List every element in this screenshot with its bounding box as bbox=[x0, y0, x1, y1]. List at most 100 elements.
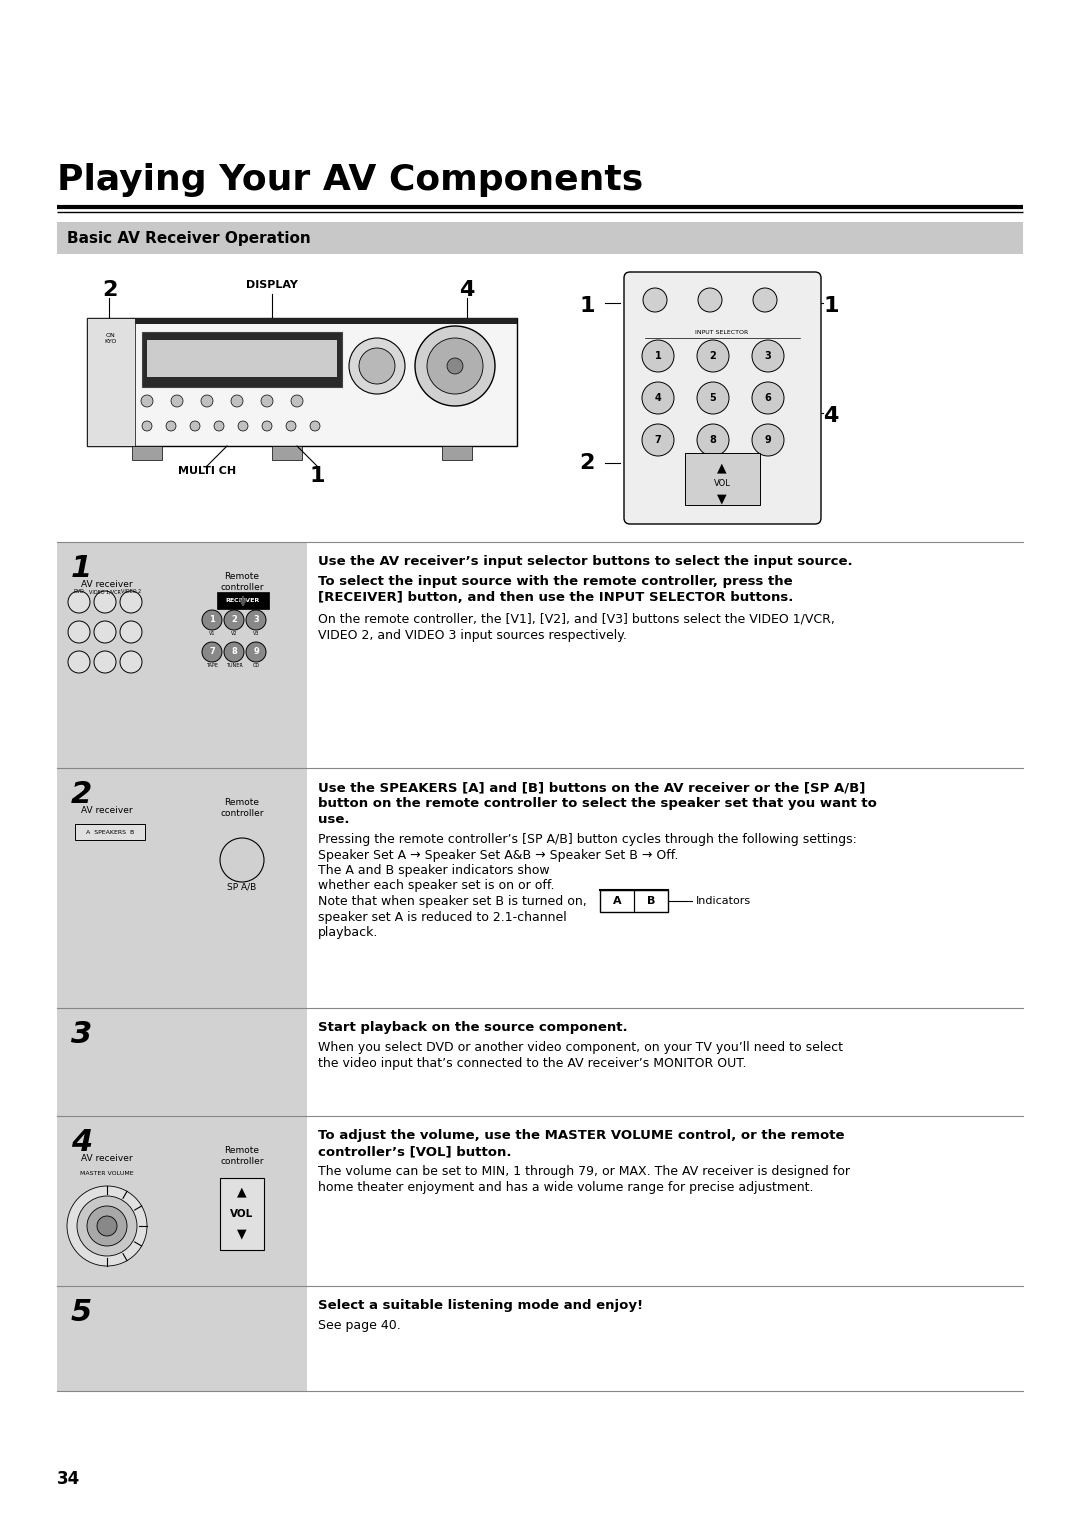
Text: 5: 5 bbox=[71, 1297, 92, 1326]
Text: the video input that’s connected to the AV receiver’s MONITOR OUT.: the video input that’s connected to the … bbox=[318, 1056, 746, 1070]
Text: RECEIVER: RECEIVER bbox=[226, 597, 260, 602]
Text: VIDEO 1/VCR: VIDEO 1/VCR bbox=[89, 588, 121, 594]
Text: Note that when speaker set B is turned on,: Note that when speaker set B is turned o… bbox=[318, 895, 586, 908]
Circle shape bbox=[752, 341, 784, 371]
Circle shape bbox=[202, 610, 222, 630]
Circle shape bbox=[642, 382, 674, 414]
Text: On the remote controller, the [V1], [V2], and [V3] buttons select the VIDEO 1/VC: On the remote controller, the [V1], [V2]… bbox=[318, 613, 835, 626]
Bar bbox=[217, 591, 269, 610]
Circle shape bbox=[752, 423, 784, 455]
Text: Remote
controller: Remote controller bbox=[220, 1146, 264, 1166]
Circle shape bbox=[291, 396, 303, 406]
Text: A  SPEAKERS  B: A SPEAKERS B bbox=[86, 830, 134, 834]
Circle shape bbox=[141, 396, 153, 406]
Text: use.: use. bbox=[318, 813, 350, 827]
Circle shape bbox=[190, 422, 200, 431]
Circle shape bbox=[238, 422, 248, 431]
Circle shape bbox=[68, 620, 90, 643]
Text: 2: 2 bbox=[102, 280, 118, 299]
Text: Use the SPEAKERS [A] and [B] buttons on the AV receiver or the [SP A/B]: Use the SPEAKERS [A] and [B] buttons on … bbox=[318, 781, 865, 795]
Text: 2: 2 bbox=[71, 779, 92, 808]
Text: TAPE: TAPE bbox=[206, 663, 218, 668]
Text: 3: 3 bbox=[765, 351, 771, 361]
Circle shape bbox=[201, 396, 213, 406]
Text: VOL: VOL bbox=[230, 1209, 254, 1219]
Text: ▲: ▲ bbox=[717, 461, 727, 475]
Text: Basic AV Receiver Operation: Basic AV Receiver Operation bbox=[67, 231, 311, 246]
Bar bbox=[57, 1287, 307, 1390]
Text: A: A bbox=[612, 895, 621, 906]
Text: 1: 1 bbox=[71, 555, 92, 584]
Circle shape bbox=[415, 325, 495, 406]
Bar bbox=[57, 222, 1023, 254]
Text: 4: 4 bbox=[71, 1128, 92, 1157]
Text: 5: 5 bbox=[710, 393, 716, 403]
Text: 3: 3 bbox=[71, 1021, 92, 1050]
Text: 1: 1 bbox=[210, 616, 215, 625]
Text: V2: V2 bbox=[231, 631, 238, 636]
Text: 7: 7 bbox=[210, 648, 215, 657]
Text: Remote
controller: Remote controller bbox=[220, 571, 264, 591]
Circle shape bbox=[68, 651, 90, 672]
Bar bbox=[272, 446, 302, 460]
Text: ON
KYO: ON KYO bbox=[105, 333, 118, 344]
Text: Remote
controller: Remote controller bbox=[220, 798, 264, 817]
Text: V1: V1 bbox=[208, 631, 215, 636]
Text: To adjust the volume, use the MASTER VOLUME control, or the remote: To adjust the volume, use the MASTER VOL… bbox=[318, 1129, 845, 1141]
Circle shape bbox=[642, 341, 674, 371]
Circle shape bbox=[427, 338, 483, 394]
Bar bbox=[57, 542, 307, 769]
Bar bbox=[57, 1008, 307, 1115]
Circle shape bbox=[120, 620, 141, 643]
Text: When you select DVD or another video component, on your TV you’ll need to select: When you select DVD or another video com… bbox=[318, 1041, 843, 1054]
Circle shape bbox=[262, 422, 272, 431]
Text: 4: 4 bbox=[823, 406, 838, 426]
Circle shape bbox=[642, 423, 674, 455]
Circle shape bbox=[286, 422, 296, 431]
Text: 1: 1 bbox=[309, 466, 325, 486]
Text: speaker set A is reduced to 2.1-channel: speaker set A is reduced to 2.1-channel bbox=[318, 911, 567, 923]
Text: DISPLAY: DISPLAY bbox=[246, 280, 298, 290]
Circle shape bbox=[68, 591, 90, 613]
Circle shape bbox=[171, 396, 183, 406]
Circle shape bbox=[752, 382, 784, 414]
Text: To select the input source with the remote controller, press the: To select the input source with the remo… bbox=[318, 575, 793, 588]
Text: See page 40.: See page 40. bbox=[318, 1319, 401, 1332]
Circle shape bbox=[224, 610, 244, 630]
Circle shape bbox=[94, 591, 116, 613]
Circle shape bbox=[697, 382, 729, 414]
Text: VIDEO 2, and VIDEO 3 input sources respectively.: VIDEO 2, and VIDEO 3 input sources respe… bbox=[318, 628, 626, 642]
Text: Playing Your AV Components: Playing Your AV Components bbox=[57, 163, 644, 197]
Circle shape bbox=[202, 642, 222, 662]
Circle shape bbox=[447, 358, 463, 374]
Text: MASTER VOLUME: MASTER VOLUME bbox=[80, 1170, 134, 1177]
Text: 2: 2 bbox=[710, 351, 716, 361]
Bar bbox=[87, 318, 517, 324]
Text: 4: 4 bbox=[459, 280, 475, 299]
Bar bbox=[87, 318, 135, 446]
Circle shape bbox=[141, 422, 152, 431]
Text: controller’s [VOL] button.: controller’s [VOL] button. bbox=[318, 1144, 512, 1158]
Text: Indicators: Indicators bbox=[696, 895, 751, 906]
Text: SP A/B: SP A/B bbox=[228, 883, 257, 892]
Text: 4: 4 bbox=[654, 393, 661, 403]
Text: home theater enjoyment and has a wide volume range for precise adjustment.: home theater enjoyment and has a wide vo… bbox=[318, 1181, 813, 1193]
Circle shape bbox=[220, 837, 264, 882]
Text: 2: 2 bbox=[231, 616, 237, 625]
Text: 2: 2 bbox=[580, 452, 595, 474]
Circle shape bbox=[310, 422, 320, 431]
Circle shape bbox=[120, 651, 141, 672]
Text: playback.: playback. bbox=[318, 926, 378, 940]
Circle shape bbox=[698, 287, 723, 312]
Circle shape bbox=[166, 422, 176, 431]
Circle shape bbox=[261, 396, 273, 406]
Text: INPUT SELECTOR: INPUT SELECTOR bbox=[696, 330, 748, 335]
Text: Use the AV receiver’s input selector buttons to select the input source.: Use the AV receiver’s input selector but… bbox=[318, 555, 852, 568]
Text: 34: 34 bbox=[57, 1470, 80, 1488]
Text: 1: 1 bbox=[580, 296, 595, 316]
Bar bbox=[57, 1115, 307, 1287]
Circle shape bbox=[246, 610, 266, 630]
Text: VIDEO 2: VIDEO 2 bbox=[121, 588, 141, 594]
Text: TUNER: TUNER bbox=[226, 663, 242, 668]
Circle shape bbox=[224, 642, 244, 662]
